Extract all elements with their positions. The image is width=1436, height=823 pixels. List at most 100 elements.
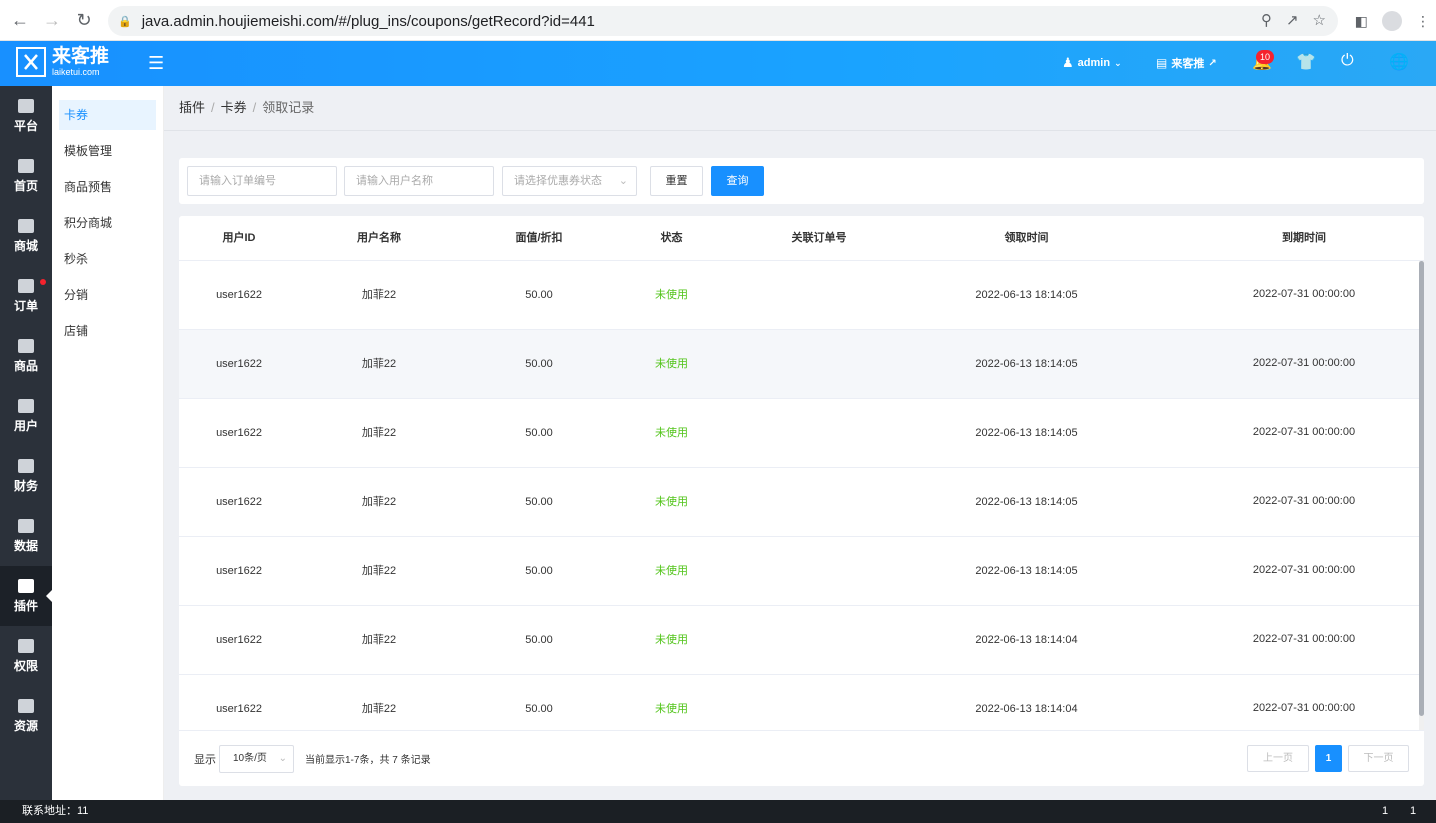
user-name-input[interactable]: 请输入用户名称 [344,166,494,196]
search-button[interactable]: 查询 [711,166,764,196]
table-body: user1622 加菲22 50.00 未使用 2022-06-13 18:14… [179,261,1419,730]
cell-user-name: 加菲22 [361,703,397,715]
cell-user-name: 加菲22 [361,496,397,508]
table-row: user1622 加菲22 50.00 未使用 2022-06-13 18:14… [179,261,1419,330]
submenu-item-flash-sale[interactable]: 秒杀 [64,252,89,266]
forward-icon[interactable]: → [43,9,61,30]
sidebar-item-home[interactable]: 首页 [0,146,52,206]
more-icon[interactable]: ⋮ [1416,12,1430,29]
table-row: user1622 加菲22 50.00 未使用 2022-06-13 18:14… [179,330,1419,399]
column-user-name: 用户名称 [357,232,401,244]
back-icon[interactable]: ← [11,9,29,30]
show-label: 显示 [194,754,216,766]
cell-order-no [724,330,914,399]
order-number-input[interactable]: 请输入订单编号 [187,166,337,196]
cell-expires: 2022-07-31 00:00:00 [1252,495,1356,507]
notification-badge: 10 [1256,50,1275,64]
next-page-button[interactable]: 下一页 [1348,745,1409,772]
column-order-no: 关联订单号 [791,232,847,244]
sidebar-item-plugins[interactable]: 插件 [0,566,52,626]
table-row: user1622 加菲22 50.00 未使用 2022-06-13 18:14… [179,606,1419,675]
cell-order-no [724,537,914,606]
sidebar-item-mall[interactable]: 商城 [0,206,52,266]
address-bar[interactable]: 🔒 java.admin.houjiemeishi.com/#/plug_ins… [108,6,1338,36]
share-icon[interactable]: ↗ [1285,12,1299,29]
shield-icon [18,638,34,653]
menu-toggle-icon[interactable]: ☰ [148,53,165,73]
status-select[interactable]: 请选择优惠券状态 ⌄ [502,166,637,196]
cell-expires: 2022-07-31 00:00:00 [1252,288,1356,300]
submenu-item-presale[interactable]: 商品预售 [64,180,113,194]
cell-status: 未使用 [655,496,688,508]
chevron-down-icon: ⌄ [1114,57,1122,68]
sidebar-item-platform[interactable]: 平台 [0,86,52,146]
cell-expires: 2022-07-31 00:00:00 [1252,702,1356,714]
external-link-icon: ↗ [1208,57,1217,69]
globe-icon[interactable]: 🌐 [1389,54,1409,71]
pie-chart-icon [18,518,34,533]
sidebar-item-order[interactable]: 订单 [0,266,52,326]
sidebar-item-finance[interactable]: 财务 [0,446,52,506]
submenu-item-distribution[interactable]: 分销 [64,288,89,302]
zoom-icon[interactable]: ⚲ [1260,12,1272,29]
user-menu[interactable]: ♟ admin ⌄ [1062,55,1122,71]
mall-icon [18,218,34,233]
sidebar-item-user[interactable]: 用户 [0,386,52,446]
browser-toolbar: ← → ↻ 🔒 java.admin.houjiemeishi.com/#/pl… [0,0,1436,41]
shirt-icon[interactable]: 👕 [1296,54,1316,71]
sidebar: 平台 首页 商城 订单 商品 用户 财务 数据 插件 权限 资源 [0,86,52,800]
submenu: 卡券 模板管理 商品预售 积分商城 秒杀 分销 店铺 [52,86,164,800]
profile-icon[interactable] [1382,11,1402,31]
submenu-item-templates[interactable]: 模板管理 [64,144,113,158]
cell-received: 2022-06-13 18:14:05 [975,496,1078,508]
order-icon [18,278,34,293]
sidebar-item-goods[interactable]: 商品 [0,326,52,386]
prev-page-button[interactable]: 上一页 [1247,745,1309,772]
cell-status: 未使用 [655,427,688,439]
table-scrollbar[interactable] [1419,261,1424,730]
footer-value-b: 1 [1410,805,1417,817]
records-table: 用户ID 用户名称 面值/折扣 状态 关联订单号 领取时间 到期时间 user1… [179,216,1424,786]
cell-order-no [724,675,914,730]
store-link[interactable]: ▤ 来客推 ↗ [1156,55,1217,71]
sidebar-item-permission[interactable]: 权限 [0,626,52,686]
filter-bar: 请输入订单编号 请输入用户名称 请选择优惠券状态 ⌄ 重置 查询 [179,158,1424,204]
breadcrumb-coupons[interactable]: 卡券 [220,100,247,115]
submenu-item-store[interactable]: 店铺 [64,324,89,338]
reset-button[interactable]: 重置 [650,166,703,196]
column-expire-time: 到期时间 [1282,232,1326,244]
submenu-item-coupons[interactable]: 卡券 [59,100,156,130]
cell-received: 2022-06-13 18:14:05 [975,427,1078,439]
page-size-select[interactable]: 10条/页 ⌄ [219,745,294,773]
scrollbar-thumb[interactable] [1419,261,1424,716]
submenu-item-points-mall[interactable]: 积分商城 [64,216,113,230]
cell-user-id: user1622 [216,496,262,508]
cell-status: 未使用 [655,289,688,301]
breadcrumb-plugins[interactable]: 插件 [179,100,206,115]
cell-status: 未使用 [655,358,688,370]
star-icon[interactable]: ☆ [1312,12,1326,29]
user-avatar-icon: ♟ [1062,55,1074,70]
image-icon [18,698,34,713]
cell-value: 50.00 [525,289,553,301]
lock-icon: 🔒 [118,15,132,28]
cell-order-no [724,606,914,675]
store-name: 来客推 [1171,58,1205,70]
sidepanel-icon[interactable]: ◧ [1354,12,1368,29]
sidebar-item-data[interactable]: 数据 [0,506,52,566]
cell-expires: 2022-07-31 00:00:00 [1252,564,1356,576]
reload-icon[interactable]: ↻ [76,9,92,30]
cell-user-name: 加菲22 [361,289,397,301]
power-icon[interactable]: ⏻ [1341,52,1354,69]
user-name: admin [1077,57,1111,69]
cell-user-name: 加菲22 [361,358,397,370]
contact-address: 联系地址：11 [22,805,89,817]
cell-order-no [724,399,914,468]
status-select-placeholder: 请选择优惠券状态 [514,175,602,187]
footer-value-a: 1 [1382,805,1389,817]
table-row: user1622 加菲22 50.00 未使用 2022-06-13 18:14… [179,468,1419,537]
page-1-button[interactable]: 1 [1315,745,1342,772]
sidebar-item-resource[interactable]: 资源 [0,686,52,746]
logo[interactable]: 来客推 laiketui.com [16,47,109,77]
cell-status: 未使用 [655,565,688,577]
